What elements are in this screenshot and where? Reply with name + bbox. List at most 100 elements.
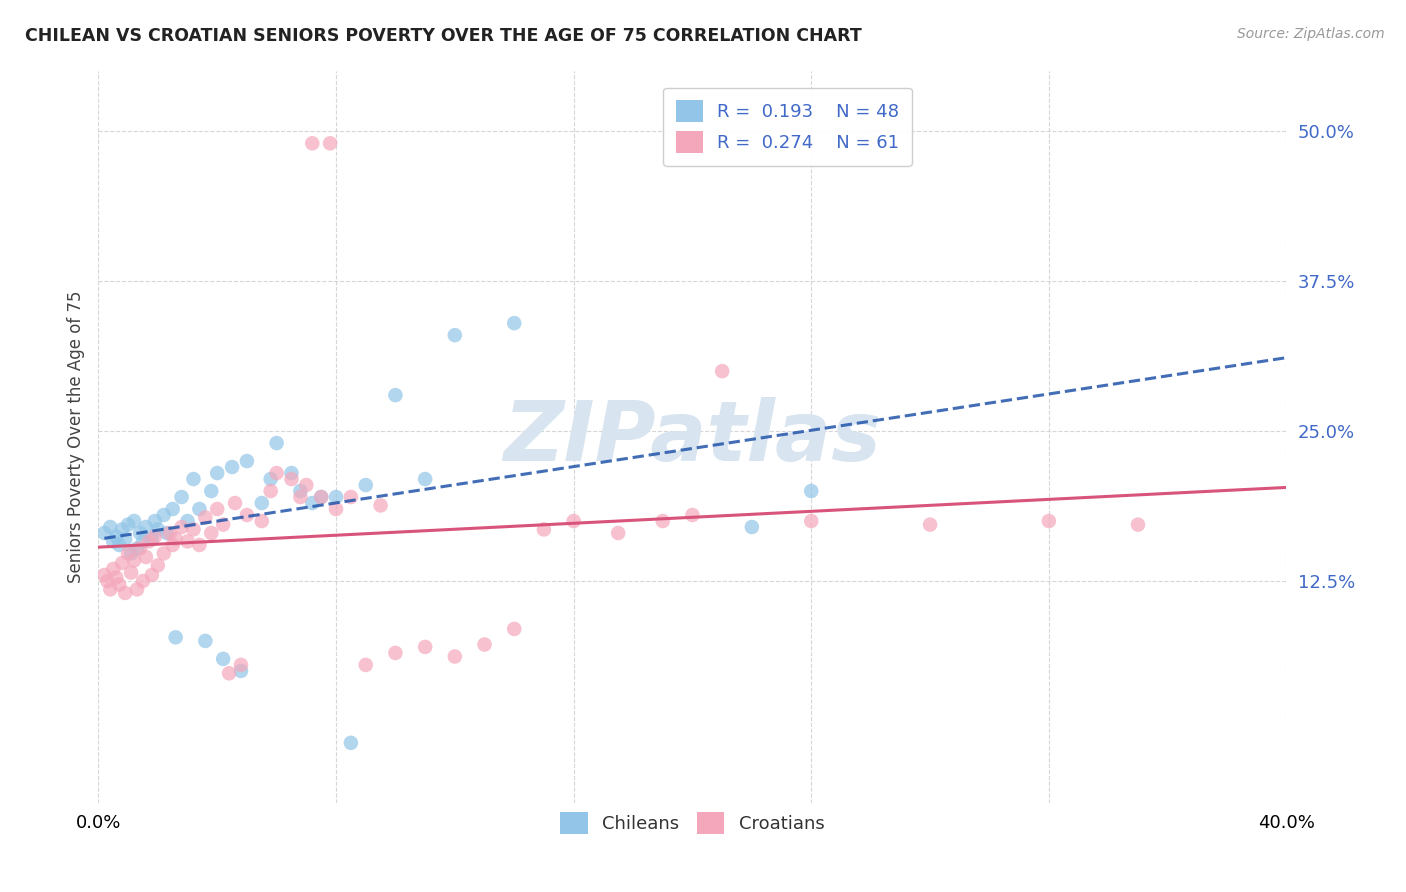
Point xyxy=(188,502,211,516)
Point xyxy=(260,472,283,486)
Point xyxy=(105,530,128,544)
Point xyxy=(212,652,235,666)
Point xyxy=(98,520,121,534)
Point xyxy=(295,478,318,492)
Point xyxy=(125,541,148,556)
Point xyxy=(503,316,526,330)
Point xyxy=(146,523,169,537)
Text: Source: ZipAtlas.com: Source: ZipAtlas.com xyxy=(1237,27,1385,41)
Point xyxy=(413,640,436,654)
Point xyxy=(152,546,174,560)
Point xyxy=(443,649,465,664)
Point xyxy=(132,534,155,549)
Point xyxy=(143,514,166,528)
Point xyxy=(129,541,152,556)
Point xyxy=(224,496,246,510)
Point xyxy=(218,666,240,681)
Point xyxy=(93,568,115,582)
Point xyxy=(103,562,125,576)
Point xyxy=(384,388,406,402)
Point xyxy=(188,538,211,552)
Point xyxy=(93,526,115,541)
Point xyxy=(170,520,193,534)
Point xyxy=(135,520,157,534)
Point xyxy=(301,136,323,151)
Point xyxy=(176,534,198,549)
Point xyxy=(103,534,125,549)
Point xyxy=(194,510,217,524)
Point xyxy=(183,472,205,486)
Point xyxy=(443,328,465,343)
Point xyxy=(607,526,630,541)
Point xyxy=(229,657,252,672)
Point xyxy=(800,514,823,528)
Point xyxy=(111,523,134,537)
Point xyxy=(183,523,205,537)
Point xyxy=(200,483,222,498)
Point xyxy=(266,436,288,450)
Point xyxy=(920,517,942,532)
Point xyxy=(354,657,377,672)
Point xyxy=(194,634,217,648)
Point xyxy=(143,530,166,544)
Point xyxy=(800,483,823,498)
Point xyxy=(384,646,406,660)
Point xyxy=(212,517,235,532)
Point xyxy=(221,460,243,475)
Point xyxy=(156,526,179,541)
Point xyxy=(266,466,288,480)
Point xyxy=(135,549,157,564)
Point xyxy=(141,532,163,546)
Point xyxy=(152,508,174,522)
Point xyxy=(301,496,323,510)
Point xyxy=(236,454,259,468)
Point xyxy=(111,556,134,570)
Point xyxy=(236,508,259,522)
Point xyxy=(96,574,118,588)
Point xyxy=(280,472,302,486)
Point xyxy=(122,514,145,528)
Point xyxy=(340,736,363,750)
Point xyxy=(132,574,155,588)
Point xyxy=(651,514,673,528)
Point xyxy=(325,490,347,504)
Point xyxy=(165,532,187,546)
Legend: Chileans, Croatians: Chileans, Croatians xyxy=(553,805,832,841)
Y-axis label: Seniors Poverty Over the Age of 75: Seniors Poverty Over the Age of 75 xyxy=(66,291,84,583)
Point xyxy=(562,514,585,528)
Point xyxy=(117,517,139,532)
Point xyxy=(250,514,273,528)
Point xyxy=(681,508,703,522)
Point xyxy=(125,582,148,597)
Point xyxy=(260,483,283,498)
Point xyxy=(165,630,187,644)
Point xyxy=(325,502,347,516)
Point xyxy=(129,526,152,541)
Point xyxy=(105,570,128,584)
Point xyxy=(120,566,142,580)
Point xyxy=(170,490,193,504)
Point xyxy=(711,364,734,378)
Point xyxy=(117,546,139,560)
Point xyxy=(354,478,377,492)
Point xyxy=(280,466,302,480)
Point xyxy=(290,483,312,498)
Point xyxy=(108,577,131,591)
Point xyxy=(200,526,222,541)
Point xyxy=(413,472,436,486)
Point xyxy=(146,558,169,573)
Point xyxy=(162,502,184,516)
Point xyxy=(141,568,163,582)
Point xyxy=(114,532,136,546)
Point xyxy=(229,664,252,678)
Point xyxy=(741,520,763,534)
Point xyxy=(340,490,363,504)
Point xyxy=(309,490,332,504)
Point xyxy=(1126,517,1149,532)
Point xyxy=(98,582,121,597)
Point xyxy=(114,586,136,600)
Point xyxy=(503,622,526,636)
Point xyxy=(250,496,273,510)
Text: ZIPatlas: ZIPatlas xyxy=(503,397,882,477)
Point xyxy=(176,514,198,528)
